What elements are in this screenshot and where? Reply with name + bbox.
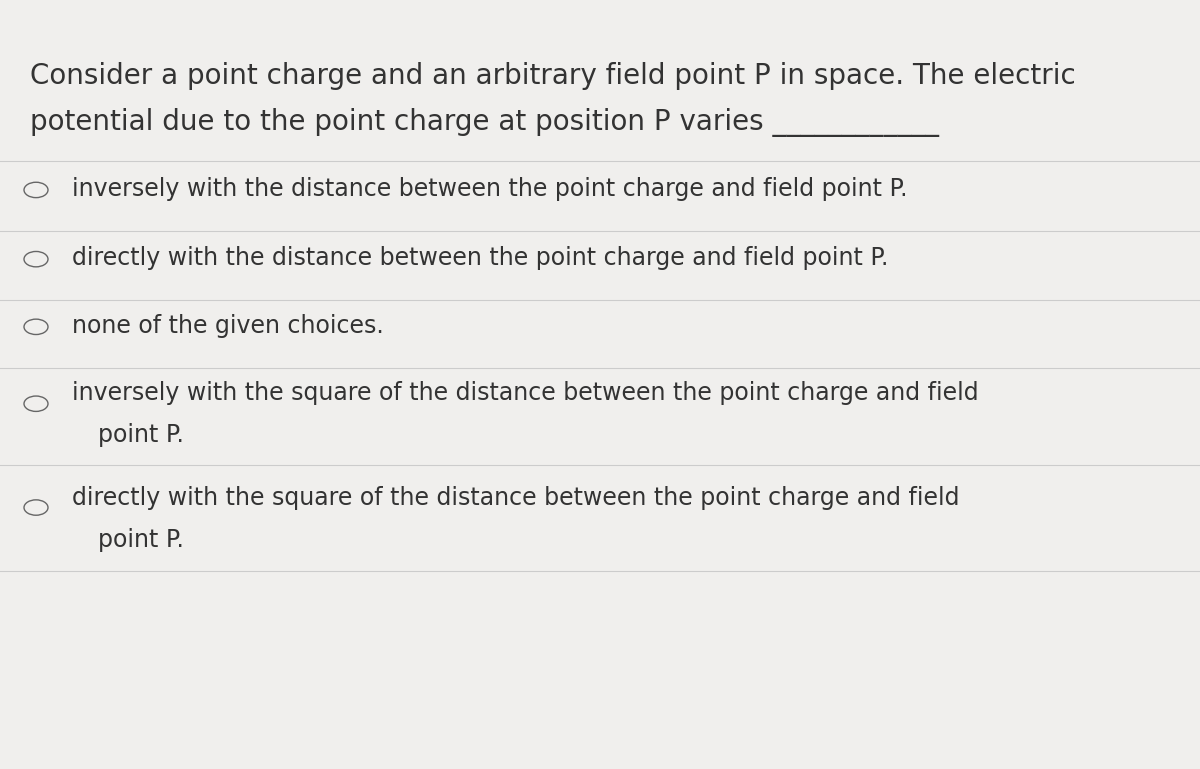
- Text: none of the given choices.: none of the given choices.: [72, 314, 384, 338]
- Text: point P.: point P.: [98, 528, 185, 552]
- Text: Consider a point charge and an arbitrary field point P in space. The electric: Consider a point charge and an arbitrary…: [30, 62, 1075, 89]
- Text: point P.: point P.: [98, 423, 185, 447]
- Text: directly with the square of the distance between the point charge and field: directly with the square of the distance…: [72, 486, 960, 510]
- Text: potential due to the point charge at position P varies ____________: potential due to the point charge at pos…: [30, 108, 940, 137]
- Text: inversely with the square of the distance between the point charge and field: inversely with the square of the distanc…: [72, 381, 979, 404]
- Text: inversely with the distance between the point charge and field point P.: inversely with the distance between the …: [72, 177, 907, 201]
- Text: directly with the distance between the point charge and field point P.: directly with the distance between the p…: [72, 246, 888, 270]
